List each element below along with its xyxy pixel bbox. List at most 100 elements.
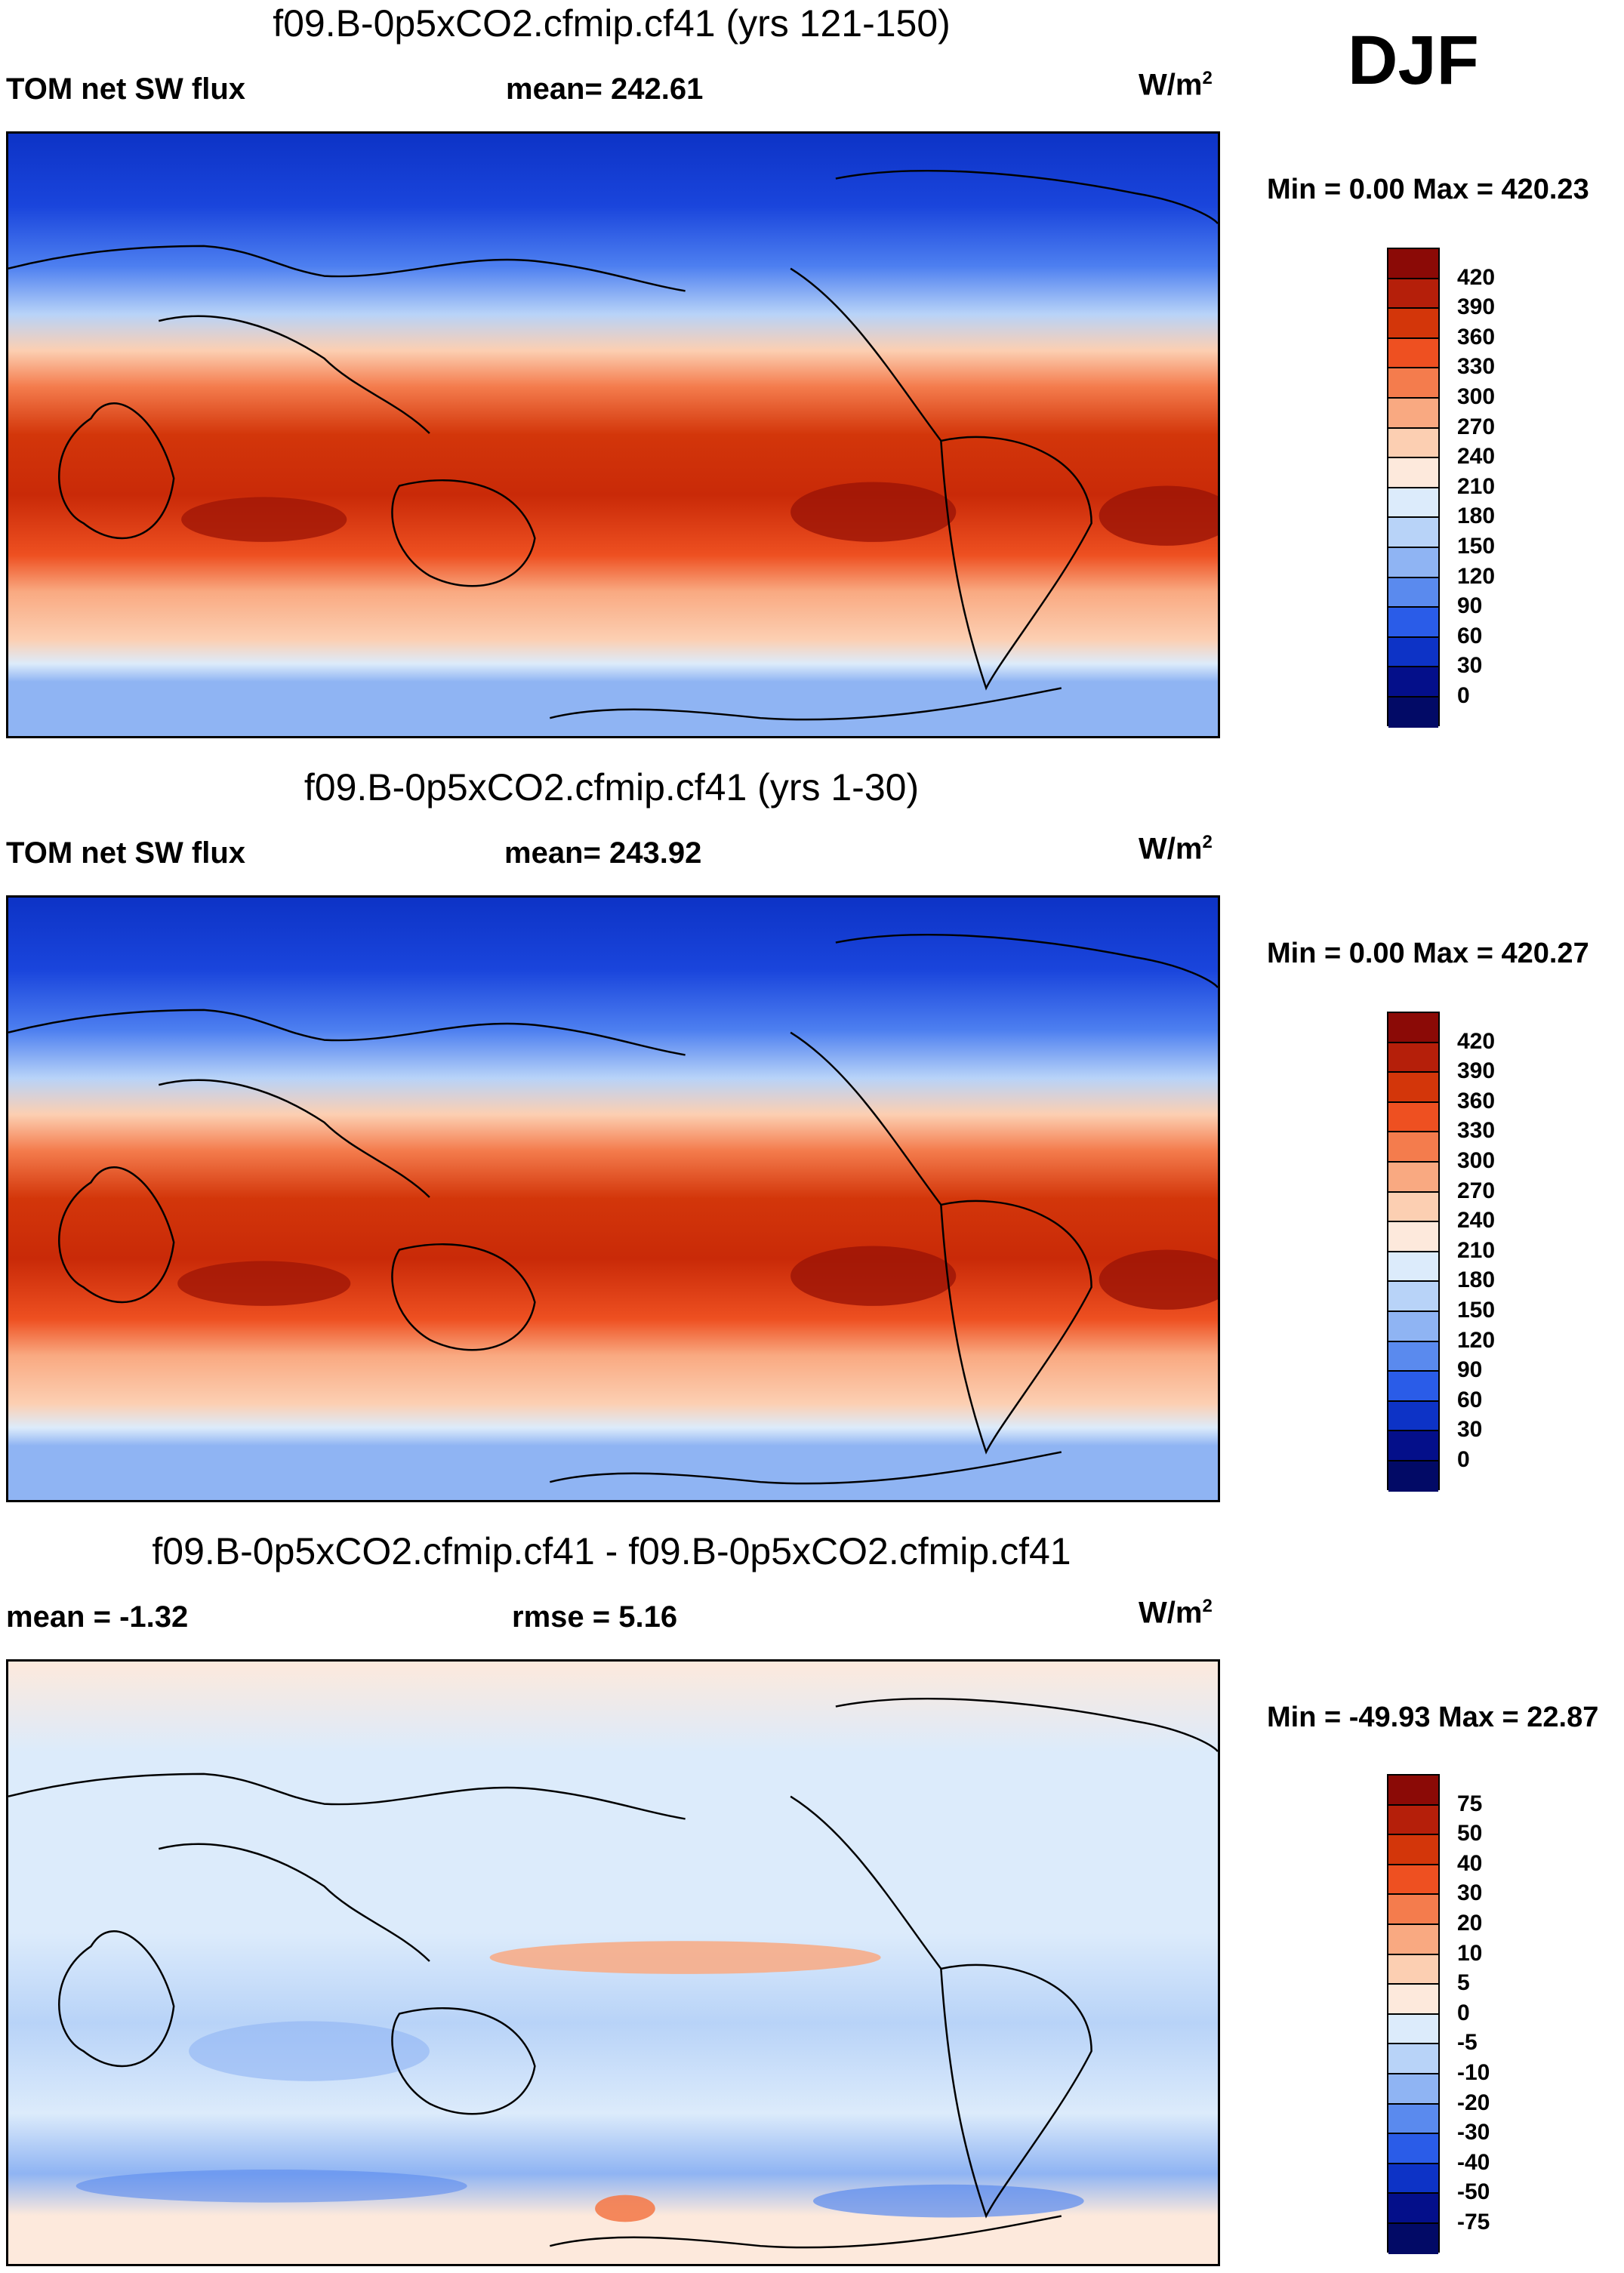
panel-1-colorbar-box — [1388, 309, 1438, 339]
panel-2-colorbar-label: 90 — [1457, 1357, 1483, 1383]
panel-2-colorbar-box — [1388, 1102, 1438, 1133]
panel-2-colorbar-label: 390 — [1457, 1058, 1496, 1084]
panel-1-title: f09.B-0p5xCO2.cfmip.cf41 (yrs 121-150) — [273, 2, 951, 45]
panel-3-positive-band — [489, 1941, 881, 1974]
panel-2-minmax: Min = 0.00 Max = 420.27 — [1267, 938, 1589, 969]
panel-1-colorbar-box — [1388, 518, 1438, 548]
panel-3-colorbar-label: 20 — [1457, 1911, 1483, 1936]
panel-1-colorbar-box — [1388, 637, 1438, 668]
panel-1-field — [8, 134, 1218, 736]
panel-2-colorbar-box — [1388, 1132, 1438, 1163]
panel-2-colorbar-box — [1388, 1252, 1438, 1283]
panel-2-colorbar-box — [1388, 1073, 1438, 1103]
panel-1-colorbar-box — [1388, 458, 1438, 488]
panel-3-colorbar-label: 0 — [1457, 2000, 1470, 2025]
panel-3-colorbar-label: -40 — [1457, 2149, 1490, 2175]
panel-2-colorbar-box — [1388, 1013, 1438, 1043]
panel-2-colorbar-label: 150 — [1457, 1298, 1496, 1323]
panel-2-colorbar-box — [1388, 1192, 1438, 1223]
panel-1-max-indian — [181, 497, 347, 542]
panel-3-colorbar-label: -30 — [1457, 2120, 1490, 2145]
panel-3-colorbar-label: -50 — [1457, 2179, 1490, 2205]
panel-3-colorbar-label: -5 — [1457, 2030, 1478, 2056]
panel-1-colorbar — [1387, 248, 1440, 728]
panel-1-colorbar-label: 150 — [1457, 534, 1496, 559]
panel-1-colorbar-label: 30 — [1457, 653, 1483, 679]
panel-3-colorbar — [1387, 1774, 1440, 2254]
panel-2-colorbar-label: 300 — [1457, 1148, 1496, 1173]
panel-1-map — [6, 131, 1220, 738]
panel-2-colorbar-label: 210 — [1457, 1237, 1496, 1263]
panel-1-colorbar-label: 180 — [1457, 504, 1496, 529]
panel-3-colorbar-box — [1388, 1954, 1438, 1985]
panel-3-minmax: Min = -49.93 Max = 22.87 — [1267, 1702, 1599, 1733]
panel-1-colorbar-box — [1388, 697, 1438, 728]
panel-2-colorbar-box — [1388, 1311, 1438, 1342]
panel-1-max-atlantic — [1099, 485, 1218, 546]
panel-2-colorbar-label: 0 — [1457, 1447, 1470, 1472]
panel-3-colorbar-label: 50 — [1457, 1821, 1483, 1846]
panel-1-colorbar-box — [1388, 338, 1438, 369]
panel-1-colorbar-box — [1388, 249, 1438, 279]
panel-1-colorbar-label: 390 — [1457, 294, 1496, 320]
panel-2-colorbar-box — [1388, 1431, 1438, 1461]
panel-2-colorbar-box — [1388, 1162, 1438, 1193]
panel-2-title: f09.B-0p5xCO2.cfmip.cf41 (yrs 1-30) — [304, 766, 920, 808]
panel-2-coastlines — [8, 934, 1218, 1485]
panel-3-negative-indian — [189, 2021, 430, 2081]
panel-2-colorbar-box — [1388, 1043, 1438, 1073]
panel-3-colorbar-box — [1388, 1805, 1438, 1836]
panel-1-variable-label: TOM net SW flux — [6, 72, 246, 106]
panel-1-colorbar-label: 420 — [1457, 264, 1496, 290]
panel-1-colorbar-label: 120 — [1457, 563, 1496, 589]
panel-3-colorbar-label: 10 — [1457, 1940, 1483, 1966]
panel-3-colorbar-label: 5 — [1457, 1970, 1470, 1996]
panel-3-colorbar-label: 40 — [1457, 1850, 1483, 1876]
panel-1-colorbar-label: 330 — [1457, 354, 1496, 380]
panel-3-colorbar-box — [1388, 2104, 1438, 2135]
panel-3-negative-southern-ocean — [75, 2169, 467, 2203]
panel-2-colorbar-label: 120 — [1457, 1327, 1496, 1353]
panel-2-colorbar-label: 60 — [1457, 1387, 1483, 1412]
panel-3-colorbar-box — [1388, 1895, 1438, 1925]
panel-3-positive-spot — [595, 2194, 655, 2222]
panel-2-colorbar-box — [1388, 1372, 1438, 1402]
panel-2-colorbar-label: 270 — [1457, 1178, 1496, 1203]
panel-3-colorbar-box — [1388, 2164, 1438, 2194]
panel-3-coastlines — [8, 1698, 1218, 2249]
season-label: DJF — [1348, 22, 1479, 99]
panel-3-colorbar-box — [1388, 2014, 1438, 2045]
panel-2-map — [6, 895, 1220, 1502]
panel-1-colorbar-box — [1388, 577, 1438, 608]
panel-1-colorbar-label: 240 — [1457, 444, 1496, 470]
panel-3-colorbar-box — [1388, 1985, 1438, 2015]
panel-3-colorbar-box — [1388, 2134, 1438, 2164]
panel-1-colorbar-box — [1388, 368, 1438, 399]
panel-2-colorbar-label: 420 — [1457, 1028, 1496, 1054]
panel-1-colorbar-label: 210 — [1457, 473, 1496, 499]
panel-3-mean-label: mean = -1.32 — [6, 1600, 189, 1634]
panel-1-mean-label: mean= 242.61 — [506, 72, 704, 106]
panel-2-variable-label: TOM net SW flux — [6, 836, 246, 870]
panel-2-colorbar-label: 330 — [1457, 1118, 1496, 1144]
panel-2-colorbar-label: 30 — [1457, 1417, 1483, 1443]
panel-3-colorbar-box — [1388, 1776, 1438, 1806]
panel-1-colorbar-label: 270 — [1457, 414, 1496, 439]
panel-2-colorbar-label: 360 — [1457, 1088, 1496, 1113]
panel-1-colorbar-label: 360 — [1457, 324, 1496, 350]
panel-3-colorbar-box — [1388, 1865, 1438, 1896]
panel-2-max-pacific — [790, 1246, 957, 1306]
panel-2-colorbar-box — [1388, 1401, 1438, 1432]
panel-1-max-pacific — [790, 482, 957, 542]
panel-2-colorbar-label: 240 — [1457, 1208, 1496, 1234]
panel-1-colorbar-label: 60 — [1457, 623, 1483, 648]
panel-2-mean-label: mean= 243.92 — [504, 836, 702, 870]
panel-3-colorbar-label: -10 — [1457, 2060, 1490, 2085]
panel-2-colorbar-box — [1388, 1282, 1438, 1312]
panel-2-colorbar-box — [1388, 1341, 1438, 1372]
panel-1-colorbar-box — [1388, 667, 1438, 698]
panel-3-colorbar-box — [1388, 2074, 1438, 2105]
panel-1-minmax: Min = 0.00 Max = 420.23 — [1267, 174, 1589, 205]
panel-1-colorbar-label: 300 — [1457, 384, 1496, 409]
panel-1-colorbar-label: 90 — [1457, 593, 1483, 619]
